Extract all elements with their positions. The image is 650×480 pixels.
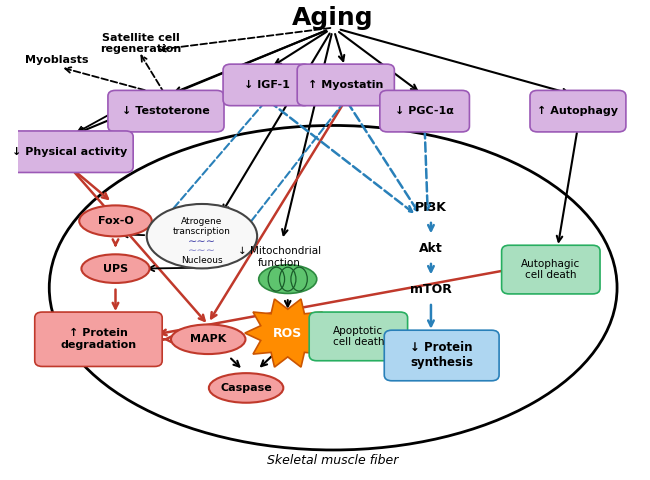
Text: Fox-O: Fox-O — [98, 216, 133, 226]
Ellipse shape — [259, 265, 317, 293]
Text: PI3K: PI3K — [415, 201, 447, 214]
Text: ↑ Autophagy: ↑ Autophagy — [538, 106, 618, 116]
Text: Satellite cell
regeneration: Satellite cell regeneration — [100, 33, 181, 54]
Polygon shape — [245, 299, 331, 367]
Text: Aging: Aging — [292, 6, 374, 30]
Ellipse shape — [147, 204, 257, 268]
Text: ROS: ROS — [273, 326, 302, 339]
FancyBboxPatch shape — [309, 312, 408, 361]
FancyBboxPatch shape — [6, 131, 133, 172]
FancyBboxPatch shape — [502, 245, 600, 294]
FancyBboxPatch shape — [384, 330, 499, 381]
Text: MAPK: MAPK — [190, 334, 226, 344]
Ellipse shape — [79, 205, 151, 237]
Text: ∼∼∼: ∼∼∼ — [188, 237, 216, 247]
Text: mTOR: mTOR — [410, 283, 452, 296]
FancyBboxPatch shape — [380, 90, 469, 132]
Text: Akt: Akt — [419, 242, 443, 255]
Text: ↑ Protein
degradation: ↑ Protein degradation — [60, 328, 136, 350]
FancyBboxPatch shape — [530, 90, 626, 132]
Ellipse shape — [171, 324, 246, 354]
Text: Apoptotic
cell death: Apoptotic cell death — [333, 325, 384, 347]
Text: Autophagic
cell death: Autophagic cell death — [521, 259, 580, 280]
FancyBboxPatch shape — [108, 90, 224, 132]
Text: ↓ Testoterone: ↓ Testoterone — [122, 106, 210, 116]
Text: Myoblasts: Myoblasts — [25, 55, 88, 65]
Text: ↓ Protein
synthesis: ↓ Protein synthesis — [410, 341, 473, 370]
Text: Skeletal muscle fiber: Skeletal muscle fiber — [267, 454, 399, 467]
Text: transcription: transcription — [173, 227, 231, 236]
Ellipse shape — [49, 125, 617, 450]
Text: ↑ Myostatin: ↑ Myostatin — [308, 80, 383, 90]
FancyBboxPatch shape — [297, 64, 395, 106]
FancyBboxPatch shape — [223, 64, 311, 106]
Text: ↓ Mitochondrial
function: ↓ Mitochondrial function — [238, 246, 321, 267]
Text: Atrogene: Atrogene — [181, 217, 222, 227]
Ellipse shape — [81, 254, 150, 283]
FancyBboxPatch shape — [34, 312, 162, 366]
Text: UPS: UPS — [103, 264, 128, 274]
Text: ↓ PGC-1α: ↓ PGC-1α — [395, 106, 454, 116]
Text: ∼∼∼: ∼∼∼ — [188, 245, 216, 255]
Ellipse shape — [209, 373, 283, 403]
Text: ↓ Physical activity: ↓ Physical activity — [12, 147, 127, 157]
Text: Nucleous: Nucleous — [181, 255, 223, 264]
Text: ↓ IGF-1: ↓ IGF-1 — [244, 80, 290, 90]
Text: Caspase: Caspase — [220, 383, 272, 393]
